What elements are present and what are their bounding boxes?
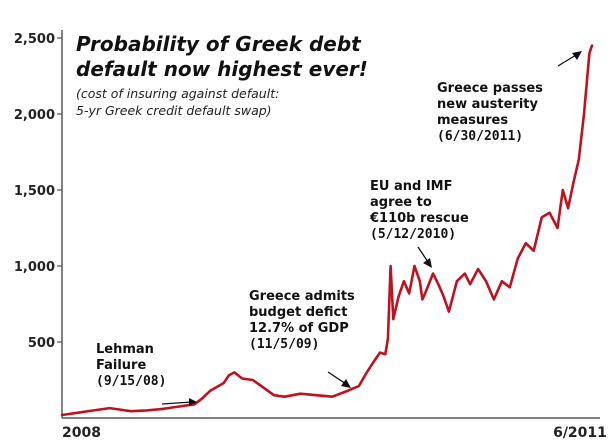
chart-title-line-1: Probability of Greek debt: [76, 32, 362, 56]
annotation-lehman-arrow: [161, 401, 193, 405]
chart-title-line-2: default now highest ever!: [76, 57, 368, 81]
annotation-euimf-arrowhead: [423, 258, 432, 268]
annotation-deficit-date: (11/5/09): [249, 337, 319, 352]
annotation-euimf-line-1: EU and IMF: [370, 179, 452, 194]
annotation-lehman-line-1: Lehman: [96, 342, 154, 357]
annotation-deficit-arrow: [327, 371, 347, 385]
annotation-eu-imf: EU and IMF agree to €110b rescue (5/12/2…: [369, 179, 469, 268]
annotation-greece-deficit: Greece admits budget defict 12.7% of GDP…: [249, 289, 355, 388]
annotation-lehman: Lehman Failure (9/15/08): [96, 342, 197, 406]
annotation-deficit-line-3: 12.7% of GDP: [249, 321, 349, 336]
annotation-euimf-line-2: agree to: [370, 195, 432, 210]
annotation-euimf-arrow: [417, 246, 429, 263]
annotation-austerity-line-1: Greece passes: [437, 81, 543, 96]
annotation-lehman-date: (9/15/08): [96, 374, 166, 389]
annotation-austerity-date: (6/30/2011): [437, 129, 523, 144]
annotation-euimf-line-3: €110b rescue: [369, 211, 469, 226]
chart-subtitle-line-2: 5-yr Greek credit default swap): [76, 103, 272, 118]
y-tick-label: 2,000: [14, 108, 55, 123]
annotation-deficit-line-1: Greece admits: [249, 289, 355, 304]
annotation-lehman-arrowhead: [189, 398, 197, 406]
annotation-euimf-date: (5/12/2010): [370, 227, 456, 242]
chart-subtitle-line-1: (cost of insuring against default:: [76, 86, 279, 101]
annotation-austerity-arrow: [557, 54, 577, 67]
cds-spread-line: [60, 44, 594, 417]
y-tick-label: 2,500: [14, 32, 55, 47]
annotation-deficit-arrowhead: [341, 379, 351, 388]
annotation-austerity-line-3: measures: [437, 113, 508, 128]
x-tick-label-start: 2008: [62, 425, 101, 441]
x-tick-label-end: 6/2011: [553, 425, 607, 441]
annotation-austerity-line-2: new austerity: [437, 97, 538, 112]
annotation-austerity: Greece passes new austerity measures (6/…: [437, 51, 582, 144]
y-tick-group: 500 1,000 1,500 2,000 2,500: [14, 32, 62, 351]
annotation-austerity-arrowhead: [572, 51, 582, 60]
y-tick-label: 1,000: [14, 260, 55, 275]
annotation-lehman-line-2: Failure: [96, 358, 146, 373]
annotation-deficit-line-2: budget defict: [249, 305, 347, 320]
y-tick-label: 1,500: [14, 184, 55, 199]
y-tick-label: 500: [28, 336, 55, 351]
